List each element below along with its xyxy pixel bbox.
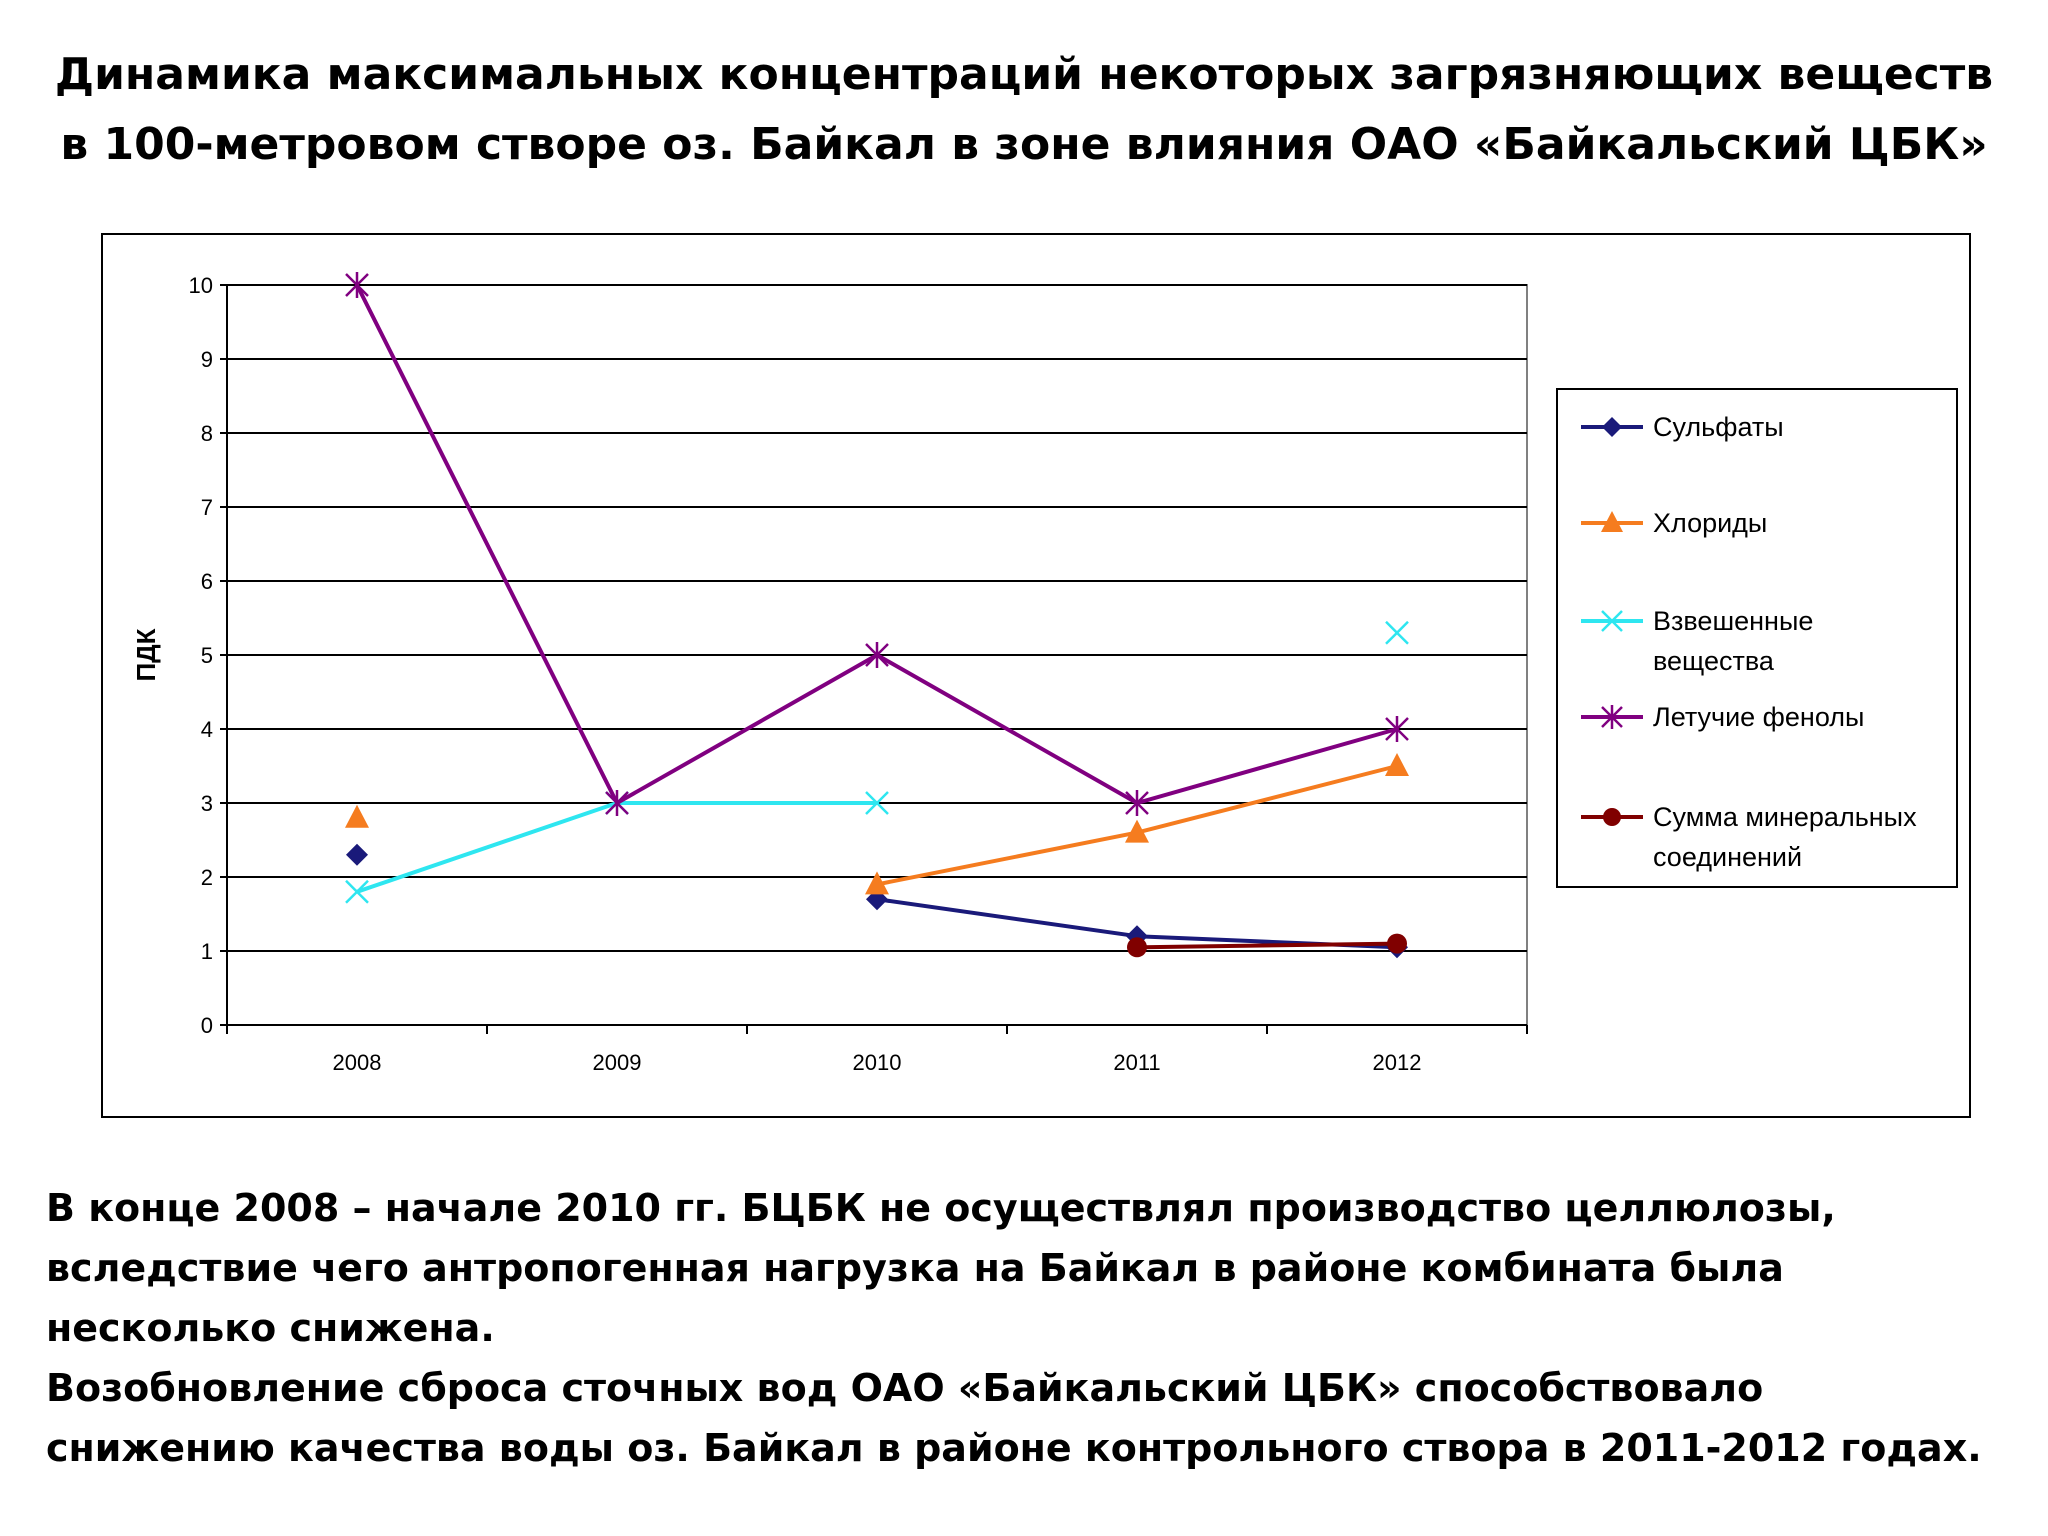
series-5 <box>1127 933 1407 958</box>
legend-item-4: Летучие фенолы <box>1581 702 1864 732</box>
y-axis-label: ПДК <box>131 628 161 681</box>
x-tick-label: 2011 <box>1113 1050 1160 1075</box>
data-point <box>1385 620 1409 645</box>
y-tick-label: 10 <box>189 273 213 298</box>
legend-label: Сульфаты <box>1653 412 1784 442</box>
x-tick-label: 2010 <box>853 1050 902 1075</box>
x-tick-label: 2012 <box>1373 1050 1422 1075</box>
data-point <box>865 642 889 668</box>
line-chart: 0 1 2 3 4 5 6 7 8 9 10 2008 2009 2010 2011 2012 ПДК Сульф… <box>131 272 1958 1075</box>
caption-line-1: В конце 2008 – начале 2010 гг. БЦБК не о… <box>46 1186 1836 1230</box>
caption: В конце 2008 – начале 2010 гг. БЦБК не о… <box>46 1178 2006 1478</box>
legend-marker <box>1601 705 1623 729</box>
legend-label: Хлориды <box>1653 508 1767 538</box>
x-tick-label: 2008 <box>333 1050 382 1075</box>
legend-item-3: Взвешенные вещества <box>1581 606 1813 676</box>
legend-item-2: Хлориды <box>1581 508 1767 538</box>
legend-marker <box>1601 610 1623 632</box>
data-point <box>346 843 368 866</box>
y-tick-label: 0 <box>201 1013 213 1038</box>
legend-label: Взвешенные <box>1653 606 1813 636</box>
series-4 <box>345 272 1409 816</box>
data-point <box>1125 790 1149 816</box>
legend-marker <box>1603 808 1621 826</box>
data-point <box>1127 937 1147 958</box>
title-line-1: Динамика максимальных концентраций некот… <box>54 49 1994 100</box>
data-point <box>1385 753 1409 776</box>
data-point <box>1125 819 1149 843</box>
data-point <box>865 871 889 895</box>
y-tick-label: 4 <box>201 717 213 742</box>
y-tick-label: 5 <box>201 643 213 668</box>
caption-line-2: вследствие чего антропогенная нагрузка н… <box>46 1246 1784 1290</box>
y-tick-label: 9 <box>201 347 213 372</box>
data-point <box>345 272 369 298</box>
series-line <box>1136 941 1398 950</box>
caption-line-4: Возобновление сброса сточных вод ОАО «Ба… <box>46 1366 1764 1410</box>
data-point <box>605 790 629 816</box>
legend <box>1556 388 1958 888</box>
chart-frame: 0 1 2 3 4 5 6 7 8 9 10 2008 2009 2010 2011 2012 ПДК Сульф… <box>101 233 1971 1118</box>
y-tick-label: 6 <box>201 569 213 594</box>
y-tick-label: 3 <box>201 791 213 816</box>
series-2 <box>345 753 1409 895</box>
y-tick-label: 7 <box>201 495 213 520</box>
data-point <box>345 879 369 904</box>
legend-marker <box>1601 511 1623 532</box>
data-point <box>1385 716 1409 742</box>
title-line-2: в 100-метровом створе оз. Байкал в зоне … <box>60 119 1988 170</box>
data-point <box>1387 933 1407 954</box>
legend-item-1: Сульфаты <box>1581 412 1784 442</box>
legend-item-5: Сумма минеральных соединений <box>1581 802 1917 872</box>
x-tick-label: 2009 <box>593 1050 642 1075</box>
caption-line-3: несколько снижена. <box>46 1306 495 1350</box>
legend-label: Сумма минеральных <box>1653 802 1917 832</box>
y-tick-label: 2 <box>201 865 213 890</box>
legend-marker <box>1602 417 1622 437</box>
y-tick-label: 8 <box>201 421 213 446</box>
data-point <box>345 804 369 828</box>
y-tick-label: 1 <box>201 939 213 964</box>
legend-label: вещества <box>1653 646 1775 676</box>
legend-label: соединений <box>1653 842 1802 872</box>
page-title: Динамика максимальных концентраций некот… <box>0 40 2048 180</box>
legend-label: Летучие фенолы <box>1653 702 1864 732</box>
caption-line-5: снижению качества воды оз. Байкал в райо… <box>46 1426 1982 1470</box>
data-point <box>865 791 889 815</box>
